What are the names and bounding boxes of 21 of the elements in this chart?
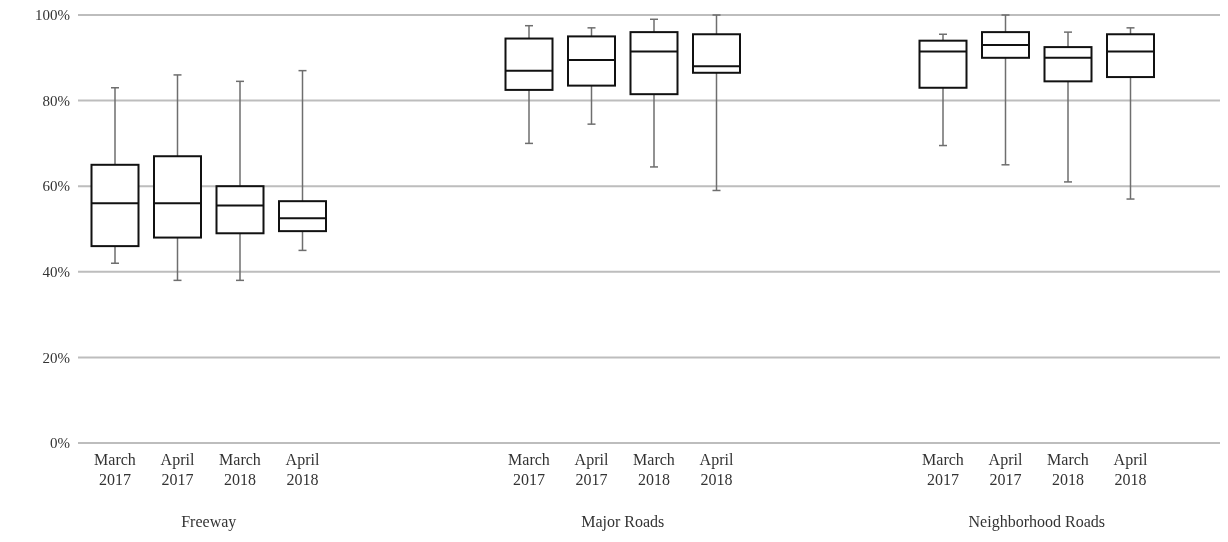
- y-tick-label: 60%: [42, 178, 70, 195]
- x-tick-label: March 2018: [633, 451, 675, 488]
- y-tick-label: 0%: [50, 435, 70, 452]
- y-tick-label: 40%: [42, 264, 70, 281]
- x-tick-label: April 2017: [988, 451, 1023, 488]
- x-tick-label: March 2017: [922, 451, 964, 488]
- y-tick-label: 20%: [42, 349, 70, 366]
- x-tick-label: April 2017: [160, 451, 195, 488]
- x-axis-title: Freeway: [181, 513, 237, 531]
- y-tick-label: 80%: [42, 92, 70, 109]
- x-tick-label: April 2018: [699, 451, 734, 488]
- x-axis-title: Neighborhood Roads: [968, 513, 1105, 531]
- x-tick-label: March 2018: [1047, 451, 1089, 488]
- x-tick-label: March 2017: [94, 451, 136, 488]
- x-tick-label: March 2017: [508, 451, 550, 488]
- x-tick-label: April 2018: [285, 451, 320, 488]
- y-tick-label: 100%: [35, 7, 70, 24]
- x-tick-label: March 2018: [219, 451, 261, 488]
- x-tick-label: April 2017: [574, 451, 609, 488]
- x-axis-title: Major Roads: [581, 513, 665, 531]
- x-tick-label: April 2018: [1113, 451, 1148, 488]
